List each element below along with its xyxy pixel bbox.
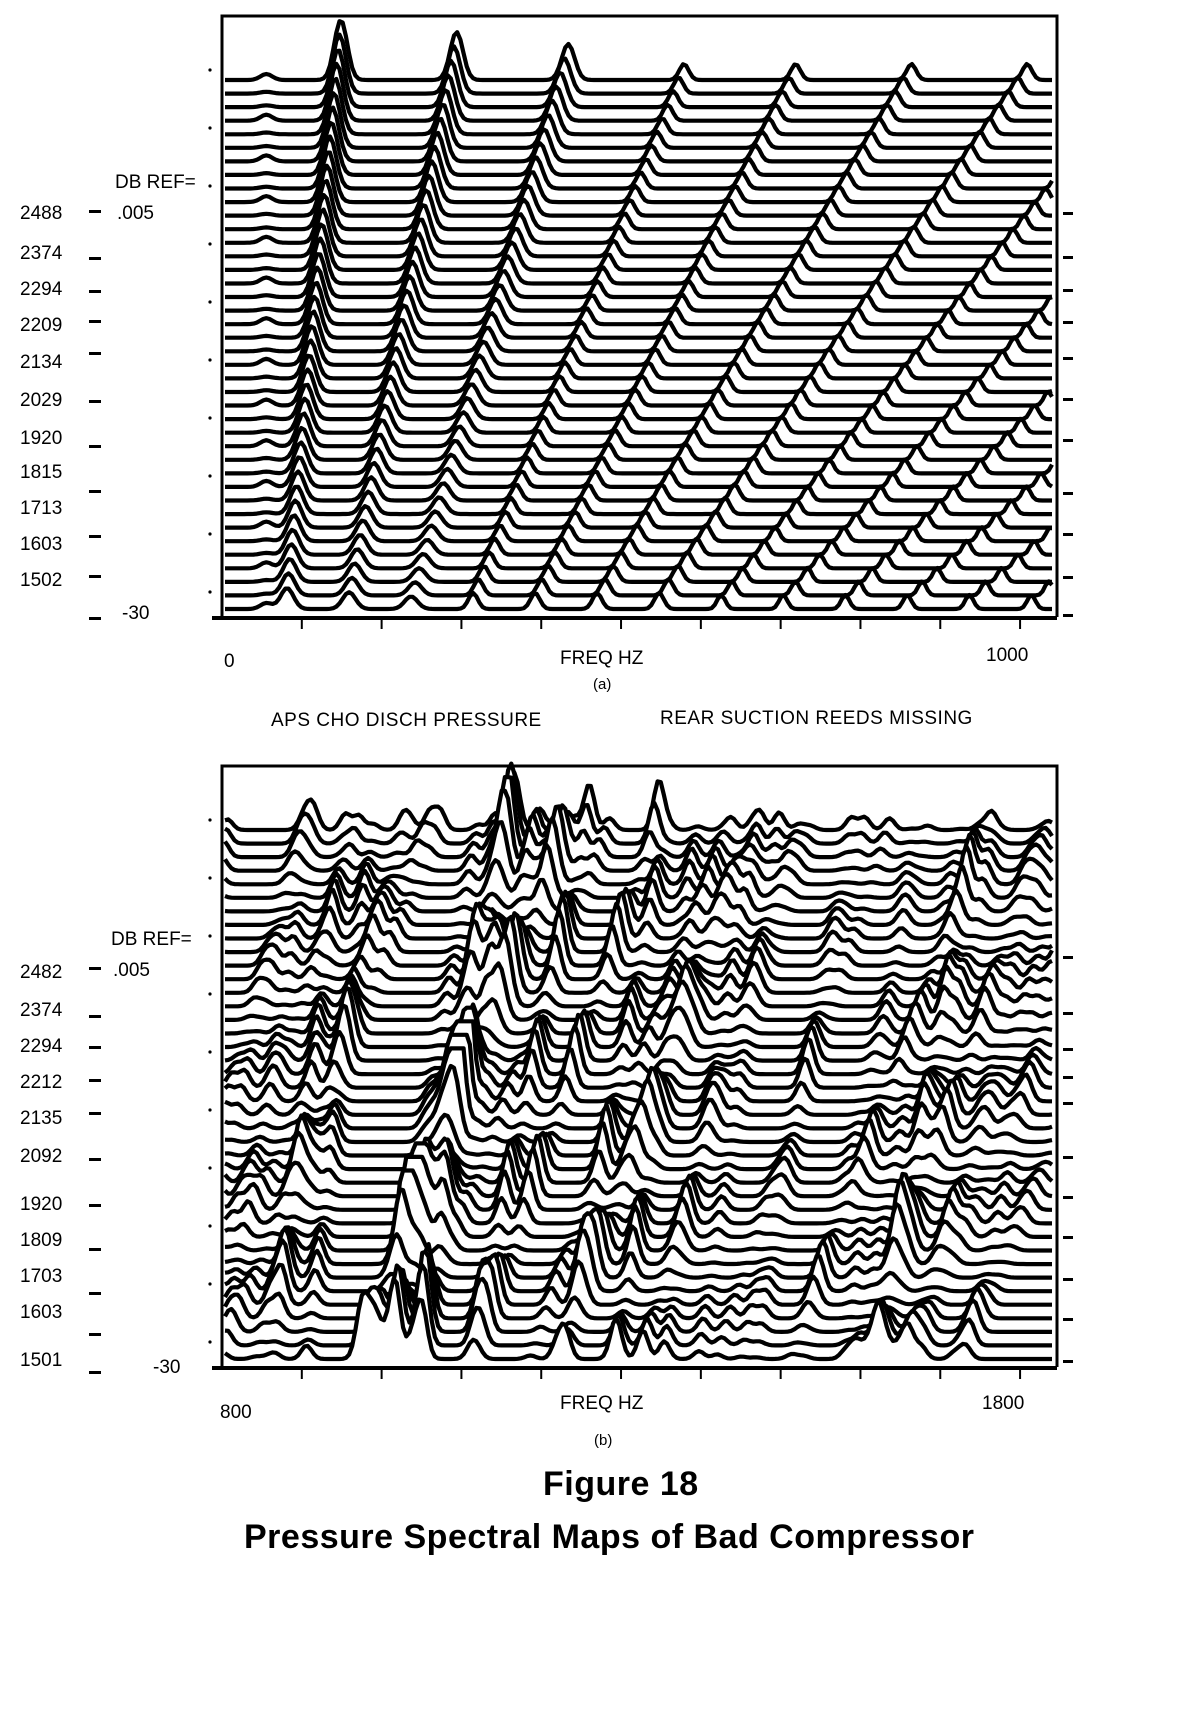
rpm-tick-mark	[89, 257, 101, 260]
rpm-tick-label: 2374	[20, 243, 63, 264]
rpm-tick-label: 2294	[20, 1036, 63, 1057]
right-tick-mark	[1063, 398, 1073, 401]
db-ref-value-b: .005	[113, 960, 150, 981]
rpm-tick-label: 2135	[20, 1108, 63, 1129]
figure-number: Figure 18	[543, 1465, 699, 1503]
right-tick-mark	[1063, 492, 1073, 495]
rpm-tick-label: 1920	[20, 428, 63, 449]
rpm-tick-mark	[89, 490, 101, 493]
rpm-tick-mark	[89, 1158, 101, 1161]
x-max-label-a: 1000	[986, 645, 1029, 666]
rpm-tick-label: 2294	[20, 279, 63, 300]
rpm-tick-mark	[89, 575, 101, 578]
waterfall-plot-a	[208, 14, 1059, 629]
rpm-tick-mark	[89, 967, 101, 970]
right-tick-mark	[1063, 357, 1073, 360]
right-tick-mark	[1063, 1102, 1073, 1105]
db-floor-label-a: -30	[122, 603, 150, 624]
db-floor-label-b: -30	[153, 1357, 181, 1378]
panel-b-sublabel: (b)	[594, 1432, 613, 1449]
right-tick-mark	[1063, 1048, 1073, 1051]
db-ref-label-a: DB REF=	[115, 172, 196, 193]
rpm-tick-label: 2488	[20, 203, 63, 224]
right-tick-mark	[1063, 256, 1073, 259]
rpm-tick-mark	[89, 535, 101, 538]
right-tick-mark	[1063, 1278, 1073, 1281]
right-tick-mark	[1063, 289, 1073, 292]
rpm-tick-label: 1603	[20, 1302, 63, 1323]
right-tick-mark	[1063, 533, 1073, 536]
rpm-tick-label: 1603	[20, 534, 63, 555]
rpm-tick-mark	[89, 1292, 101, 1295]
figure-caption: Pressure Spectral Maps of Bad Compressor	[244, 1518, 975, 1556]
rpm-tick-mark	[89, 1333, 101, 1336]
rpm-tick-label: 2092	[20, 1146, 63, 1167]
rpm-tick-mark	[89, 352, 101, 355]
rpm-tick-label: 2482	[20, 962, 63, 983]
right-tick-mark	[1063, 212, 1073, 215]
rpm-tick-mark	[89, 1371, 101, 1374]
rpm-tick-label: 1713	[20, 498, 63, 519]
rpm-tick-mark	[89, 210, 101, 213]
rpm-tick-label: 2134	[20, 352, 63, 373]
x-min-label-a: 0	[224, 651, 235, 672]
rpm-tick-label: 1703	[20, 1266, 63, 1287]
rpm-tick-mark	[89, 1112, 101, 1115]
rpm-tick-mark	[89, 1248, 101, 1251]
rpm-tick-label: 1501	[20, 1350, 63, 1371]
rpm-tick-label: 1809	[20, 1230, 63, 1251]
rpm-tick-mark	[89, 1079, 101, 1082]
x-axis-label-b: FREQ HZ	[560, 1393, 644, 1414]
right-tick-mark	[1063, 1236, 1073, 1239]
rpm-tick-mark	[89, 320, 101, 323]
rpm-tick-label: 1920	[20, 1194, 63, 1215]
db-ref-value-a: .005	[117, 203, 154, 224]
db-ref-label-b: DB REF=	[111, 929, 192, 950]
rpm-tick-mark	[89, 617, 101, 620]
right-tick-mark	[1063, 439, 1073, 442]
rpm-tick-mark	[89, 1204, 101, 1207]
rpm-tick-label: 2209	[20, 315, 63, 336]
waterfall-plot-b	[208, 761, 1059, 1379]
rpm-tick-label: 1502	[20, 570, 63, 591]
right-tick-mark	[1063, 1076, 1073, 1079]
right-tick-mark	[1063, 614, 1073, 617]
rpm-tick-mark	[89, 1046, 101, 1049]
rpm-tick-label: 2212	[20, 1072, 63, 1093]
x-max-label-b: 1800	[982, 1393, 1025, 1414]
rpm-tick-mark	[89, 290, 101, 293]
right-tick-mark	[1063, 576, 1073, 579]
right-tick-mark	[1063, 321, 1073, 324]
rpm-tick-mark	[89, 445, 101, 448]
right-tick-mark	[1063, 1318, 1073, 1321]
measurement-title: APS CHO DISCH PRESSURE	[271, 710, 542, 731]
rpm-tick-label: 2029	[20, 390, 63, 411]
condition-title: REAR SUCTION REEDS MISSING	[660, 708, 973, 729]
rpm-tick-mark	[89, 1015, 101, 1018]
x-axis-label-a: FREQ HZ	[560, 648, 644, 669]
x-min-label-b: 800	[220, 1402, 252, 1423]
right-tick-mark	[1063, 1360, 1073, 1363]
right-tick-mark	[1063, 1156, 1073, 1159]
right-tick-mark	[1063, 956, 1073, 959]
rpm-tick-mark	[89, 400, 101, 403]
right-tick-mark	[1063, 1012, 1073, 1015]
rpm-tick-label: 2374	[20, 1000, 63, 1021]
rpm-tick-label: 1815	[20, 462, 63, 483]
panel-a-sublabel: (a)	[593, 676, 612, 693]
right-tick-mark	[1063, 1196, 1073, 1199]
